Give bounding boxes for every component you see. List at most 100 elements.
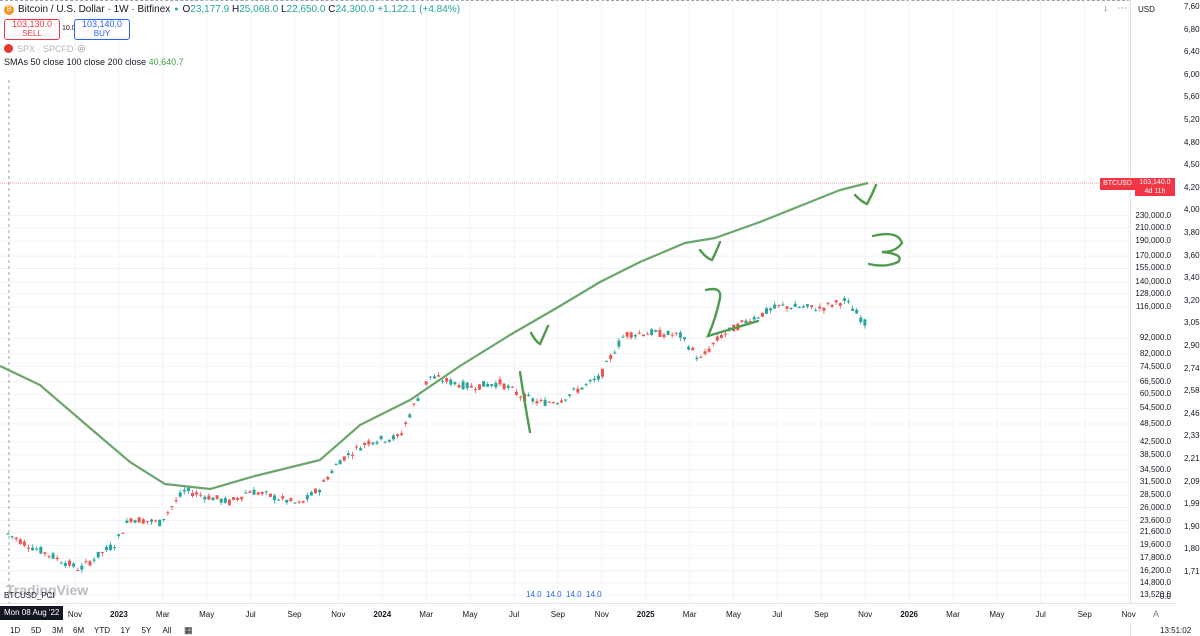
secondary-tick: 4,50 [1184,160,1200,170]
price-chart-canvas[interactable] [0,0,1130,603]
candle-body [428,376,432,378]
price-tick: 19,600.0 [1139,540,1171,550]
candle-body [510,386,514,388]
candle-body [63,562,67,566]
price-tick: 60,500.0 [1139,389,1171,399]
range-button-1d[interactable]: 1D [10,626,21,635]
candle-body [117,534,121,536]
range-button-1y[interactable]: 1Y [120,626,131,635]
event-marker[interactable]: 14.0 [586,590,602,599]
candle-body [793,303,797,307]
candle-body [666,330,670,335]
candle-body [145,521,149,523]
candle-body [350,454,354,456]
time-label: Mar [946,610,960,619]
price-tick: 26,000.0 [1139,502,1171,512]
candle-body [22,541,26,546]
candle-body [674,332,678,334]
candle-body [6,533,10,535]
candle-body [551,402,555,404]
price-tick: 48,500.0 [1139,419,1171,429]
symbol-title[interactable]: Bitcoin / U.S. Dollar · 1W · Bitfinex [18,4,171,15]
candle-body [166,512,170,514]
event-marker[interactable]: 14.0 [546,590,562,599]
candle-body [154,520,158,522]
time-axis[interactable] [0,603,1176,624]
ohlc-readout: O23,177.9 H25,068.0 L22,650.0 C24,300.0 … [182,4,461,15]
candle-body [830,304,834,307]
candle-body [654,330,658,332]
candle-body [847,301,850,303]
candle-body [359,448,363,451]
candle-body [68,560,71,566]
chart-header: ₿ Bitcoin / U.S. Dollar · 1W · Bitfinex … [4,4,460,15]
more-icon[interactable]: ⋯ [1117,3,1127,14]
download-icon[interactable]: ↓ [1103,3,1108,14]
secondary-tick: 3,60 [1184,250,1200,260]
candle-body [191,493,194,496]
eye-hidden-icon[interactable]: ◎ [77,43,86,53]
price-tick: 82,000.0 [1139,348,1171,358]
candle-body [240,496,244,500]
candle-body [371,442,375,445]
candle-body [113,547,117,549]
event-marker[interactable]: 14.0 [566,590,582,599]
range-button-5d[interactable]: 5D [31,626,42,635]
candle-body [39,547,43,554]
candle-body [281,496,285,499]
candle-body [822,307,826,311]
candle-body [473,389,477,391]
candle-body [687,346,691,350]
tradingview-watermark: TradingView [6,582,89,598]
candle-body [678,332,682,338]
candle-body [47,555,51,557]
range-button-all[interactable]: All [162,626,172,635]
candle-body [400,433,404,436]
candle-body [322,480,326,482]
range-button-ytd[interactable]: YTD [94,626,110,635]
sell-button[interactable]: 103,130.0 SELL [4,19,60,40]
range-button-6m[interactable]: 6M [73,626,85,635]
candle-body [797,306,801,308]
time-label: 2024 [373,610,392,619]
candle-body [568,394,572,396]
price-tick: 23,600.0 [1139,515,1171,525]
price-tick: 14,800.0 [1139,578,1171,587]
candle-body [170,506,174,508]
price-tick: 42,500.0 [1139,436,1171,446]
auto-scale-icon[interactable]: A [1153,609,1160,619]
candle-body [646,333,650,335]
price-axis[interactable] [1130,0,1176,636]
sma-indicator-legend[interactable]: SMAs 50 close 100 close 200 close 40,640… [4,57,184,67]
calendar-icon[interactable]: ▦ [184,625,193,635]
candle-body [207,495,211,500]
event-marker[interactable]: 14.0 [526,590,542,599]
secondary-tick: 6,00 [1184,69,1200,79]
compare-symbol[interactable]: SPX · SPCFD ◎ [4,43,85,54]
candle-body [490,384,494,386]
secondary-tick: 5,60 [1184,92,1200,102]
candle-body [31,547,35,551]
candle-body [387,439,391,442]
secondary-tick: 2,74 [1184,363,1200,373]
price-tick: 155,000.0 [1135,263,1171,273]
candle-body [301,500,305,503]
price-tick: 0.0 [1159,592,1171,601]
annotation-number-2 [704,287,760,338]
candle-body [838,303,842,306]
candle-body [412,403,416,405]
time-label: Sep [287,610,302,619]
time-label: Sep [814,610,829,619]
candle-body [863,319,867,326]
candle-body [367,440,371,445]
currency-label[interactable]: USD [1138,5,1155,14]
sub-indicator-label[interactable]: BTCUSD_PCI [4,591,55,600]
candle-body [391,435,395,440]
candle-body [498,379,502,385]
range-button-5y[interactable]: 5Y [141,626,152,635]
candle-body [724,333,727,335]
buy-button[interactable]: 103,140.0 BUY [74,19,130,40]
candle-body [416,398,420,402]
range-button-3m[interactable]: 3M [52,626,64,635]
annotation-checkmark-1 [529,324,550,346]
